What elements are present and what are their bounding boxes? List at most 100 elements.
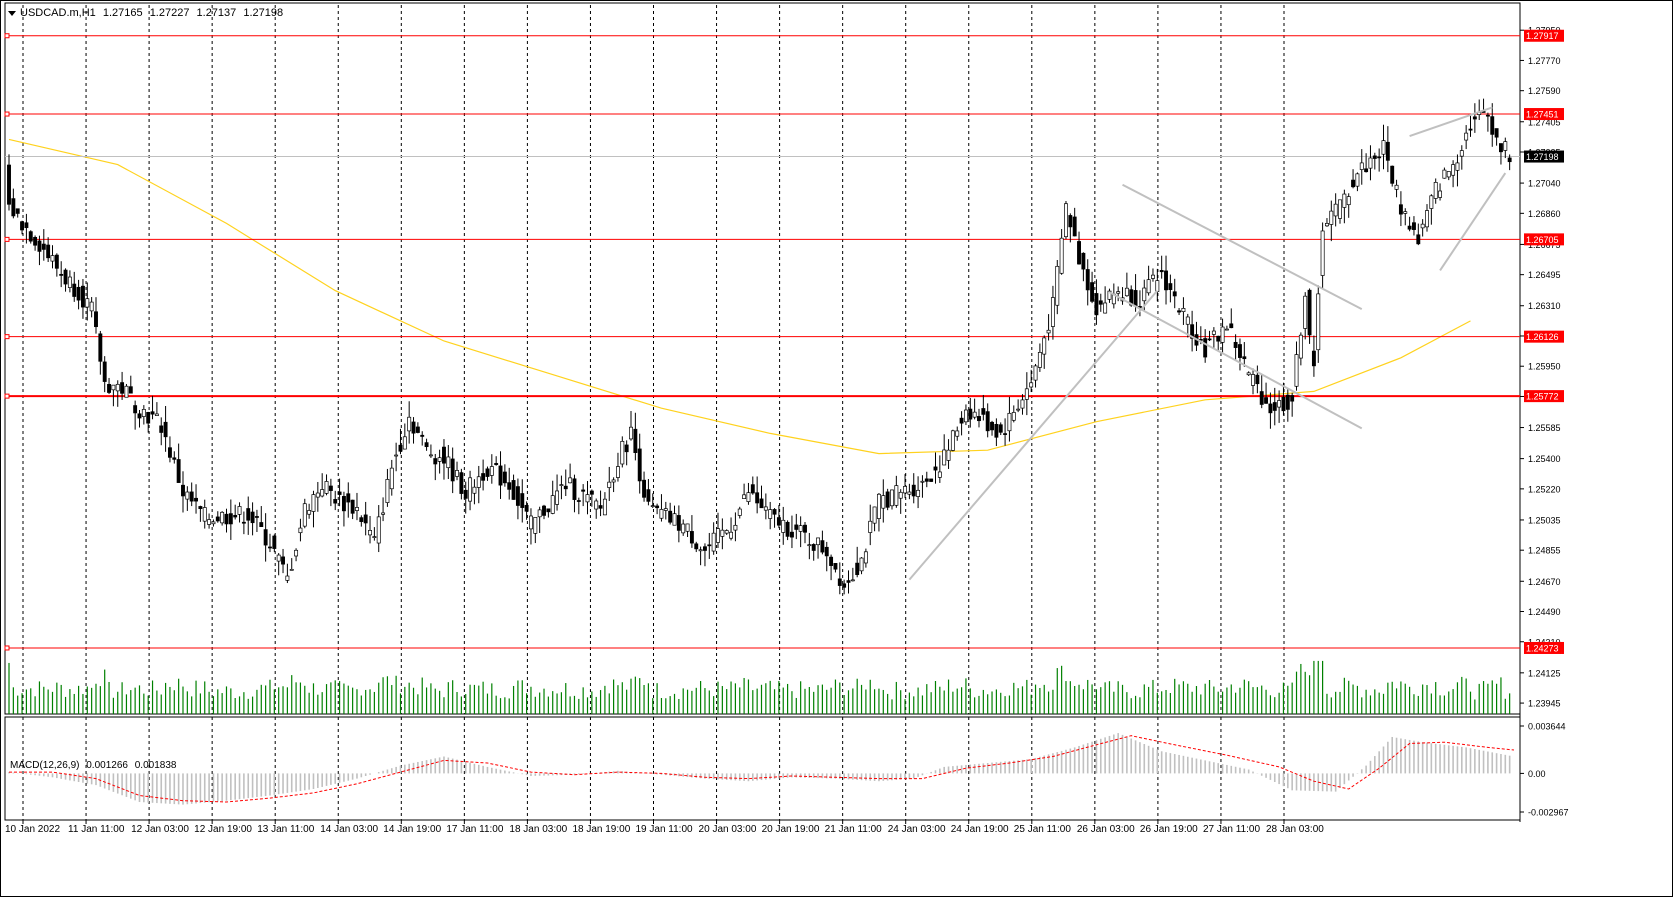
trend-line[interactable] xyxy=(1109,291,1363,430)
level-price-label-bg xyxy=(1524,233,1564,246)
candle-body xyxy=(568,477,573,484)
trend-line[interactable] xyxy=(1439,172,1507,272)
candle-body xyxy=(63,269,68,285)
candle-body xyxy=(407,416,412,432)
level-anchor[interactable] xyxy=(4,393,10,399)
candle-body xyxy=(481,473,486,481)
candle-body xyxy=(1420,223,1425,229)
candle-body xyxy=(250,511,255,524)
trend-line[interactable] xyxy=(1122,183,1363,310)
candle-body xyxy=(511,480,516,500)
trend-line[interactable] xyxy=(1409,106,1493,137)
level-price-label: 1.26705 xyxy=(1526,235,1559,245)
candle-body xyxy=(1172,291,1177,297)
candle-body xyxy=(1003,433,1008,435)
candle-body xyxy=(89,301,94,312)
candle-body xyxy=(659,509,664,519)
candle-body xyxy=(185,491,190,500)
candle-body xyxy=(950,430,955,451)
candle-body xyxy=(320,489,325,497)
candle-body xyxy=(990,421,994,431)
candle-body xyxy=(402,436,407,450)
candle-body xyxy=(67,276,72,288)
candle-body xyxy=(1033,365,1038,381)
candle-body xyxy=(1077,241,1081,265)
candle-body xyxy=(555,490,560,505)
candle-body xyxy=(1311,350,1316,367)
trend-line[interactable] xyxy=(908,289,1159,581)
candle-body xyxy=(811,544,816,551)
candle-body xyxy=(198,506,203,509)
level-anchor[interactable] xyxy=(4,111,10,117)
macd-signal-value: 0.001838 xyxy=(134,760,177,771)
candle-body xyxy=(1146,279,1151,294)
candle-body xyxy=(885,491,890,508)
level-price-label-bg xyxy=(1524,29,1564,42)
candle-body xyxy=(694,543,699,550)
candle-body xyxy=(15,208,20,214)
candle-body xyxy=(298,527,303,534)
chart-header: USDCAD.m,H1 1.27165 1.27227 1.27137 1.27… xyxy=(8,7,287,19)
candle-body xyxy=(807,544,812,547)
macd-header: MACD(12,26,9) 0.001266 0.001838 xyxy=(10,760,180,771)
candle-body xyxy=(1042,337,1047,355)
candle-body xyxy=(1442,169,1447,179)
candle-body xyxy=(1338,199,1342,219)
candle-body xyxy=(581,489,586,492)
candle-body xyxy=(1372,155,1377,159)
candle-body xyxy=(1064,203,1068,238)
candle-body xyxy=(80,285,85,308)
candle-body xyxy=(572,478,577,500)
candle-body xyxy=(724,530,729,534)
candle-body xyxy=(7,164,11,205)
candle-body xyxy=(237,506,242,515)
candle-body xyxy=(1185,316,1190,325)
candle-body xyxy=(1385,141,1390,161)
candle-body xyxy=(1203,338,1208,358)
candle-body xyxy=(76,286,81,301)
price-tick-label: 1.24670 xyxy=(1528,577,1561,587)
candle-body xyxy=(898,491,903,499)
candle-body xyxy=(1307,289,1312,336)
candle-body xyxy=(281,556,285,565)
candle-body xyxy=(181,484,185,497)
candle-body xyxy=(537,509,542,518)
collapse-triangle-icon[interactable] xyxy=(8,10,16,16)
candle-body xyxy=(211,521,216,525)
candle-body xyxy=(703,546,707,551)
candle-body xyxy=(50,255,55,262)
time-label: 20 Jan 19:00 xyxy=(762,824,820,835)
candle-body xyxy=(176,459,181,483)
candle-body xyxy=(154,413,159,416)
candle-body xyxy=(233,514,238,518)
candle-body xyxy=(1155,280,1160,292)
candle-body xyxy=(1059,237,1064,274)
level-anchor[interactable] xyxy=(4,33,10,39)
open-price: 1.27165 xyxy=(102,7,143,19)
macd-pane-frame xyxy=(4,716,1521,821)
time-label: 27 Jan 11:00 xyxy=(1203,824,1261,835)
candle-body xyxy=(1242,356,1247,360)
candle-body xyxy=(1303,295,1308,329)
candle-body xyxy=(750,484,755,494)
candle-body xyxy=(663,508,668,511)
level-anchor[interactable] xyxy=(4,236,10,242)
candle-body xyxy=(816,537,820,546)
level-anchor[interactable] xyxy=(4,645,10,651)
candle-body xyxy=(1116,291,1121,294)
candle-body xyxy=(942,449,947,466)
candle-body xyxy=(37,240,42,252)
candle-body xyxy=(111,384,116,391)
candle-body xyxy=(28,231,33,242)
candle-body xyxy=(559,484,564,486)
symbol-label: USDCAD.m,H1 xyxy=(20,7,96,19)
level-anchor[interactable] xyxy=(4,334,10,340)
level-price-label: 1.25772 xyxy=(1526,392,1559,402)
candle-body xyxy=(729,531,734,539)
candle-body xyxy=(11,198,16,217)
candle-body xyxy=(1207,338,1212,341)
candle-body xyxy=(1416,234,1421,245)
level-price-label: 1.27451 xyxy=(1526,110,1559,120)
